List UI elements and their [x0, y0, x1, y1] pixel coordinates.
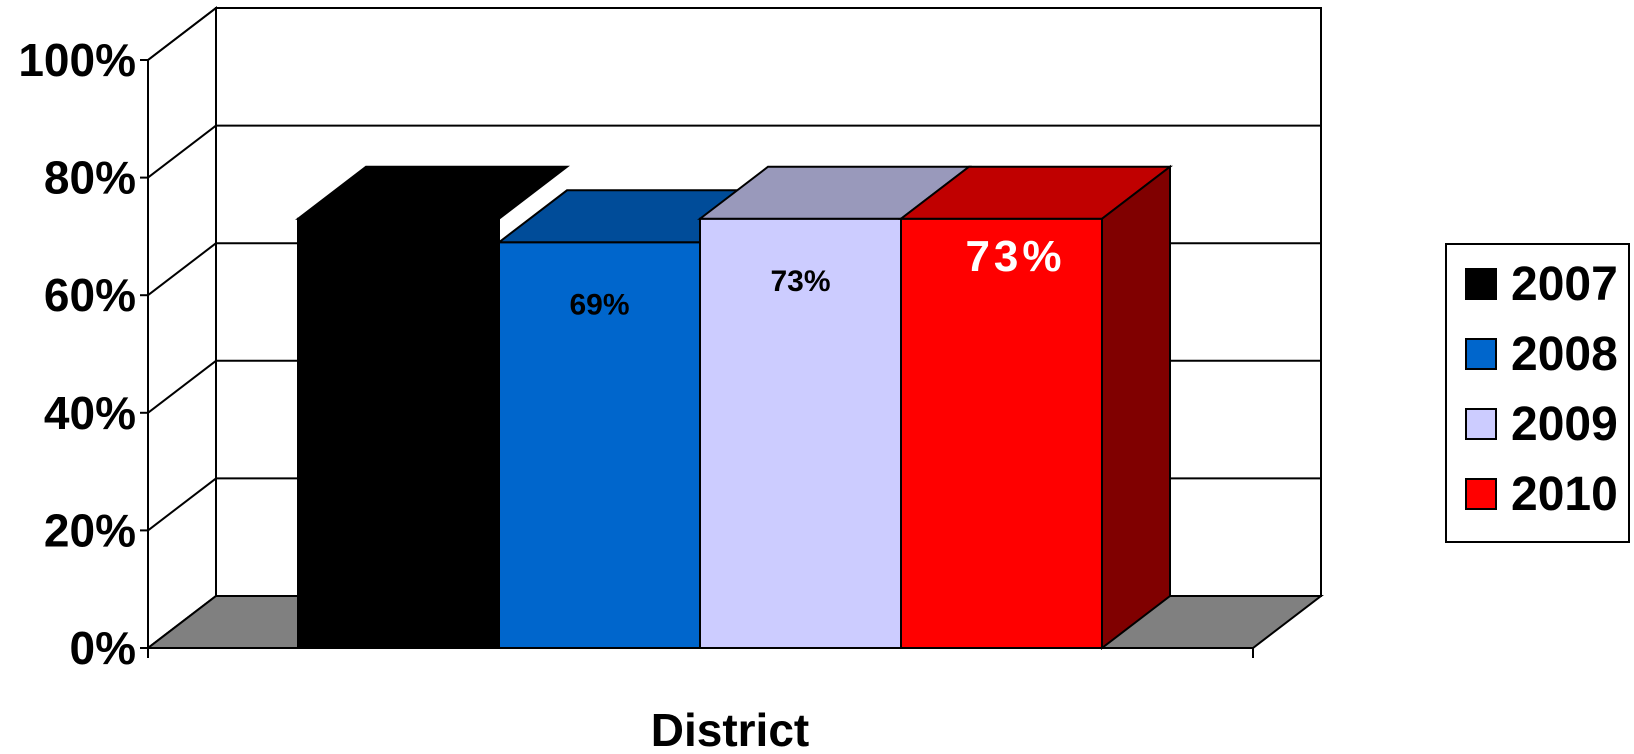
bars: 69% 73% 73% [295, 164, 1173, 651]
legend-swatch [1465, 408, 1497, 440]
bar-data-label: 69% [569, 288, 629, 321]
legend-label: 2009 [1511, 397, 1618, 451]
legend-swatch [1465, 338, 1497, 370]
side-wall [147, 5, 217, 651]
y-tick-label: 20% [44, 504, 136, 556]
bar-2010: 73% [898, 164, 1173, 651]
legend-label: 2008 [1511, 327, 1618, 381]
gridline-diagonal [147, 124, 217, 179]
gridline-diagonal [147, 7, 217, 61]
bar-front [498, 241, 701, 649]
y-axis-ticks: 0% 20% 40% 60% 80% 100% [18, 34, 1254, 674]
y-tick-label: 80% [44, 152, 136, 204]
legend-item-2010: 2010 [1465, 467, 1618, 521]
gridline-diagonal [147, 477, 217, 532]
bar-2007 [295, 165, 570, 649]
y-tick-label: 100% [18, 34, 136, 86]
legend-label: 2010 [1511, 467, 1618, 521]
bar-side [1101, 164, 1171, 651]
bar-front [699, 217, 902, 649]
bar-data-label: 73% [965, 232, 1065, 281]
legend-item-2008: 2008 [1465, 327, 1618, 381]
bar-2009: 73% [697, 165, 972, 649]
bar-data-label: 73% [770, 265, 830, 298]
legend-item-2007: 2007 [1465, 257, 1618, 311]
legend-label: 2007 [1511, 257, 1618, 311]
x-axis-label: District [651, 704, 809, 754]
bar-top [295, 165, 570, 220]
y-tick-label: 40% [44, 387, 136, 439]
legend-swatch [1465, 268, 1497, 300]
bar-2008: 69% [496, 189, 771, 649]
y-tick-label: 0% [70, 622, 136, 674]
gridline-diagonal [147, 360, 217, 414]
legend-item-2009: 2009 [1465, 397, 1618, 451]
legend-swatch [1465, 478, 1497, 510]
gridline-diagonal [147, 242, 217, 296]
legend: 2007 2008 2009 2010 [1445, 243, 1630, 543]
y-tick-label: 60% [44, 269, 136, 321]
bar-front [900, 217, 1103, 649]
bar-front [297, 217, 500, 649]
